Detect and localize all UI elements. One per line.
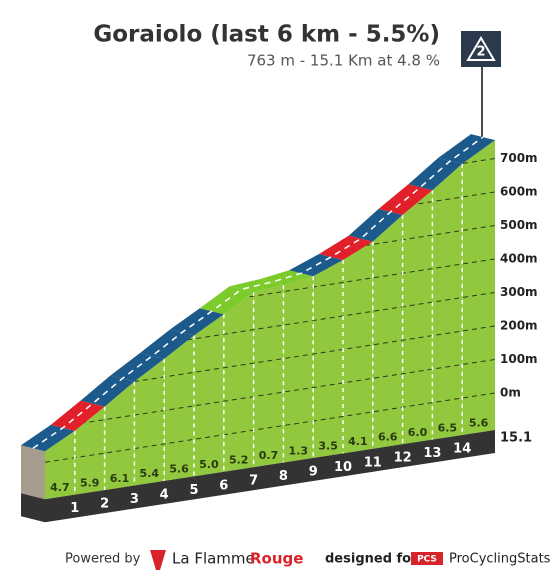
km-label: 14	[453, 442, 471, 457]
brand-b: Rouge	[250, 550, 303, 568]
gradient-label: 6.1	[110, 472, 130, 485]
pcs-name: ProCyclingStats	[449, 552, 551, 567]
profile-face	[283, 276, 314, 463]
gradient-label: 4.7	[50, 481, 70, 494]
y-tick-label: 0m	[500, 386, 521, 400]
footer: Powered by La Flamme Rouge designed for …	[65, 550, 551, 570]
profile-face	[74, 406, 105, 495]
pcs-logo	[411, 552, 443, 565]
gradient-label: 0.7	[259, 449, 279, 462]
profile-stripe	[348, 208, 403, 242]
profile-face	[45, 430, 75, 500]
gradient-label: 6.0	[408, 426, 428, 439]
badge-icon	[466, 36, 496, 61]
y-tick-label: 500m	[500, 218, 538, 232]
grid-line	[45, 392, 495, 463]
side-band	[21, 493, 45, 523]
km-label: 7	[249, 474, 258, 489]
y-tick-label: 200m	[500, 319, 538, 333]
profile: 0m 100m 200m 300m 400m 500m 600m 700m 4.7 5.9 6.1 5…	[21, 134, 538, 523]
profile-stripe	[21, 424, 75, 452]
distance-band	[45, 430, 495, 523]
pcs-logo-text: PCS	[417, 555, 437, 565]
profile-face	[372, 214, 403, 449]
y-tick-label: 400m	[500, 252, 538, 266]
km-label: 3	[130, 492, 139, 507]
profile-face	[402, 190, 433, 445]
stripe-centerline	[32, 136, 484, 449]
km-label: 6	[219, 478, 228, 493]
gradient-label: 1.3	[289, 444, 309, 457]
gradient-label: 6.5	[438, 421, 458, 434]
y-tick-label: 700m	[500, 151, 538, 165]
km-label: 4	[160, 487, 169, 502]
side-wall	[21, 445, 45, 500]
profile-face	[104, 381, 135, 491]
gradient-label: 6.6	[378, 431, 398, 444]
profile-stripe	[170, 308, 224, 336]
profile-face	[253, 285, 284, 468]
gradient-label: 5.6	[469, 417, 489, 430]
brand-a: La Flamme	[172, 550, 255, 568]
km-label: 10	[334, 460, 352, 475]
gradient-label: 5.9	[80, 476, 100, 489]
km-label: 13	[423, 446, 441, 461]
profile-face	[134, 358, 165, 486]
gradient-label: 3.5	[318, 440, 338, 453]
profile-face	[462, 140, 495, 435]
chart-title: Goraiolo (last 6 km - 5.5%)	[93, 22, 440, 48]
y-tick-label: 600m	[500, 185, 538, 199]
km-label: 12	[394, 451, 412, 466]
profile-face	[432, 163, 463, 440]
powered-by: Powered by	[65, 552, 141, 567]
km-label: 11	[364, 455, 382, 470]
distance-total: 15.1	[500, 431, 532, 446]
y-tick-label: 300m	[500, 285, 538, 299]
grid-line	[45, 359, 495, 430]
gradient-label: 5.6	[169, 463, 189, 476]
km-label: 5	[189, 483, 198, 498]
gradient-label: 5.4	[140, 467, 160, 480]
km-label: 9	[309, 464, 318, 479]
km-label: 2	[100, 497, 109, 512]
gradient-label: 4.1	[348, 435, 368, 448]
designed-for: designed for	[325, 552, 418, 567]
flame-logo	[150, 550, 166, 570]
gradient-label: 5.2	[229, 453, 249, 466]
profile-stripe	[408, 157, 463, 191]
km-label: 1	[70, 501, 79, 516]
profile-face	[223, 292, 254, 472]
chart-subtitle: 763 m - 15.1 Km at 4.8 %	[247, 52, 440, 70]
profile-face	[313, 260, 343, 458]
km-label: 8	[279, 469, 288, 484]
y-tick-label: 100m	[500, 352, 538, 366]
gradient-label: 5.0	[199, 458, 219, 471]
badge-number: 2	[476, 45, 485, 60]
